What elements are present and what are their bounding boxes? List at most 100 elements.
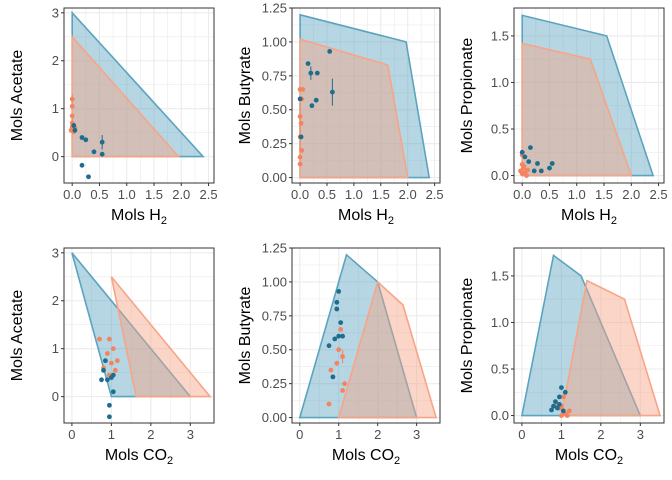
x-tick-label: 1.0 xyxy=(345,187,363,202)
data-point-orange xyxy=(342,381,347,387)
panel-border xyxy=(63,7,215,184)
x-tick-label: 0.0 xyxy=(513,187,531,202)
regions xyxy=(298,253,438,419)
x-tick-label: 0.5 xyxy=(318,187,336,202)
y-tick-label: 1.00 xyxy=(262,34,287,49)
x-tick-label: 2.0 xyxy=(399,187,417,202)
data-point-blue xyxy=(557,394,562,400)
data-point-orange xyxy=(566,408,572,414)
data-point-blue xyxy=(535,161,540,166)
x-axis-label: Mols CO2 xyxy=(555,447,623,467)
points xyxy=(549,385,572,418)
panel-background xyxy=(64,8,214,183)
data-point-orange xyxy=(97,336,102,342)
y-axis-label: Mols Propionate xyxy=(459,38,476,154)
data-point-blue xyxy=(547,165,552,171)
y-tick-label: 0.0 xyxy=(491,168,509,183)
x-tick-label: 2.5 xyxy=(426,187,444,202)
panel-background xyxy=(514,248,664,423)
x-axis-label: Mols CO2 xyxy=(332,447,400,467)
data-point-orange xyxy=(328,367,334,373)
data-point-blue xyxy=(549,161,555,166)
y-axis-label: Mols Acetate xyxy=(9,290,26,382)
data-point-orange xyxy=(334,360,340,366)
regions xyxy=(71,252,212,398)
data-point-blue xyxy=(71,123,77,128)
panel-border xyxy=(291,247,441,424)
data-point-blue xyxy=(309,103,315,109)
data-point-orange xyxy=(299,148,305,153)
panel-border xyxy=(513,7,665,184)
data-point-orange xyxy=(521,163,527,169)
panel-background xyxy=(514,8,664,183)
y-axis-label: Mols Acetate xyxy=(9,50,26,142)
data-point-orange xyxy=(300,87,306,92)
y-tick-label: 0 xyxy=(52,389,59,404)
y-axis-label: Mols Propionate xyxy=(459,278,476,394)
data-point-blue xyxy=(79,162,85,168)
y-tick-label: 1 xyxy=(52,101,59,116)
data-point-orange xyxy=(525,167,530,173)
data-point-blue xyxy=(526,159,532,165)
regions xyxy=(299,13,431,179)
y-tick-label: 0.75 xyxy=(262,68,287,83)
data-point-blue xyxy=(334,299,340,305)
y-tick-label: 0 xyxy=(52,149,59,164)
data-point-blue xyxy=(110,372,116,378)
x-tick-label: 3 xyxy=(413,427,420,442)
data-point-orange xyxy=(559,413,564,418)
x-tick-label: 0.0 xyxy=(291,187,309,202)
data-point-blue xyxy=(305,61,311,66)
data-point-blue xyxy=(101,367,106,373)
y-tick-label: 0.50 xyxy=(262,102,287,117)
data-point-blue xyxy=(549,407,554,413)
y-tick-label: 0.5 xyxy=(491,122,509,137)
x-tick-label: 2 xyxy=(374,427,381,442)
data-point-blue xyxy=(91,149,97,155)
x-tick-label: 2 xyxy=(147,427,154,442)
data-point-orange xyxy=(109,360,114,366)
data-point-orange xyxy=(340,388,345,393)
data-point-orange xyxy=(69,96,75,102)
data-point-blue xyxy=(103,358,108,364)
y-tick-label: 1.25 xyxy=(262,1,287,16)
data-point-blue xyxy=(72,127,78,133)
x-tick-label: 2.5 xyxy=(200,187,218,202)
region-orange xyxy=(560,279,662,417)
data-point-blue xyxy=(107,402,112,408)
panel-border xyxy=(63,247,215,424)
data-point-orange xyxy=(297,154,303,160)
y-tick-label: 3 xyxy=(52,5,59,20)
points xyxy=(326,289,347,407)
regions xyxy=(521,14,655,177)
x-tick-label: 1 xyxy=(108,427,115,442)
x-axis-label: Mols CO2 xyxy=(105,447,173,467)
data-point-blue xyxy=(334,306,340,312)
data-point-blue xyxy=(557,402,562,407)
data-point-orange xyxy=(326,401,332,407)
data-point-blue xyxy=(336,289,342,294)
y-tick-label: 1.5 xyxy=(491,28,509,43)
data-point-orange xyxy=(336,347,342,353)
panel-border xyxy=(291,7,441,184)
data-point-blue xyxy=(340,333,345,339)
data-point-blue xyxy=(562,389,568,395)
data-point-orange xyxy=(524,173,529,179)
x-tick-label: 2.0 xyxy=(622,187,640,202)
data-point-blue xyxy=(99,151,105,157)
x-axis-label-main: Mols CO xyxy=(332,447,394,464)
y-tick-label: 0.0 xyxy=(491,408,509,423)
data-point-blue xyxy=(330,374,336,380)
data-point-blue xyxy=(308,70,314,76)
data-point-blue xyxy=(332,336,338,342)
data-point-orange xyxy=(112,367,118,373)
y-tick-label: 2 xyxy=(52,293,59,308)
data-point-blue xyxy=(336,333,342,339)
x-tick-label: 1.0 xyxy=(568,187,586,202)
x-axis-label-subscript: 2 xyxy=(611,215,617,227)
x-tick-label: 1.5 xyxy=(595,187,613,202)
data-point-orange xyxy=(105,351,110,356)
